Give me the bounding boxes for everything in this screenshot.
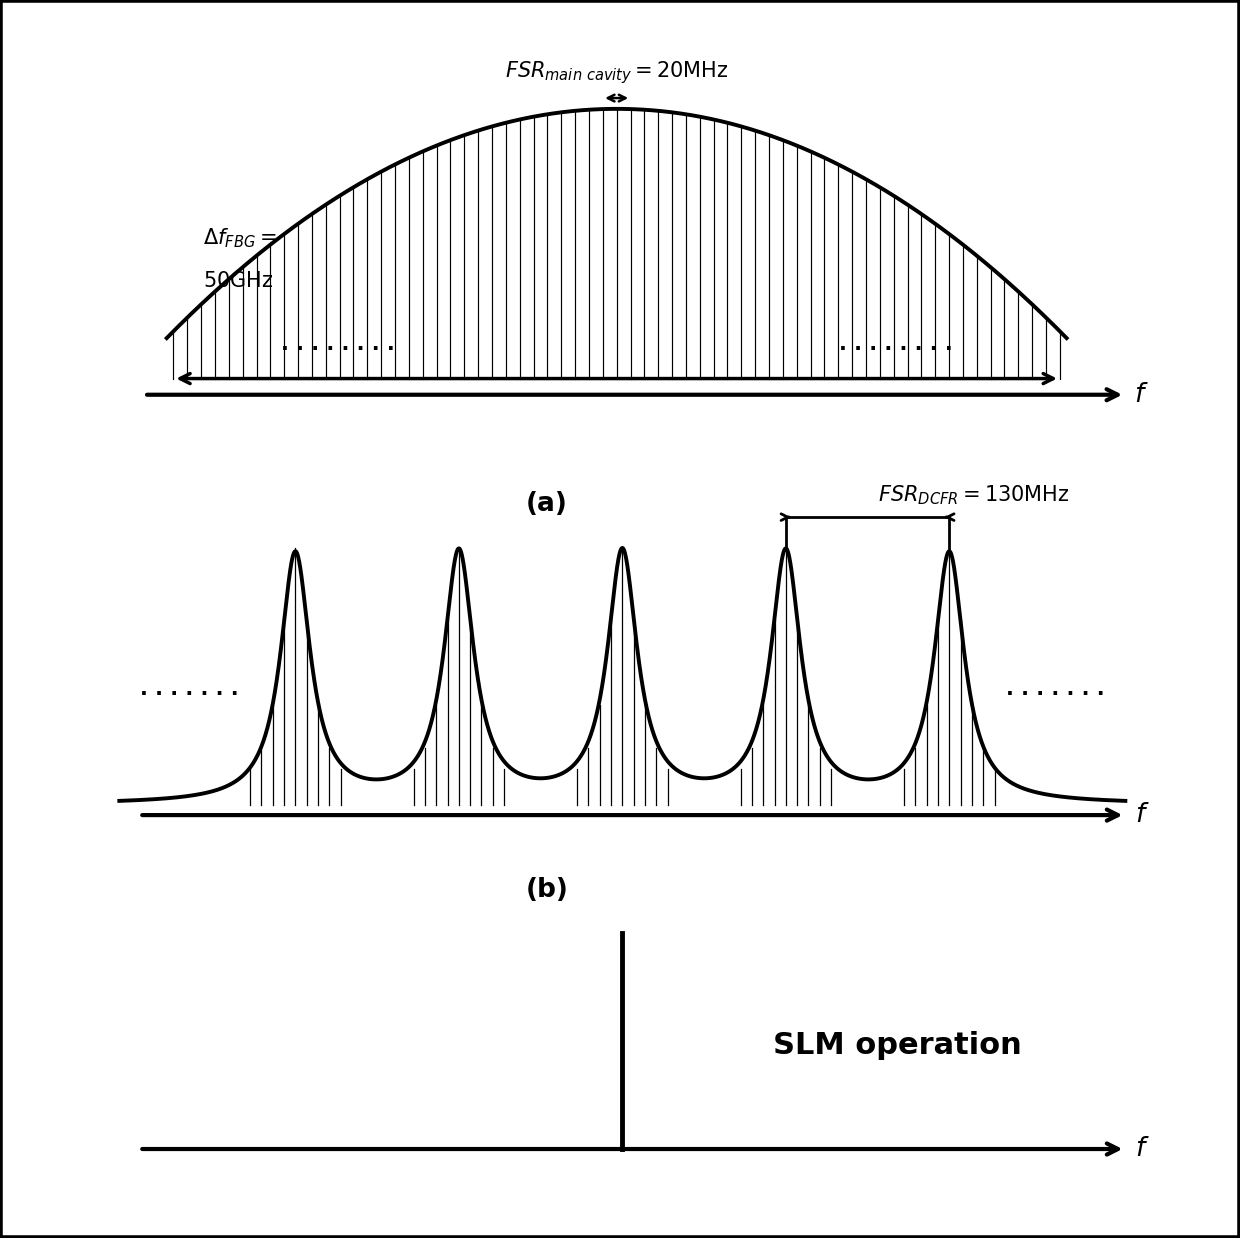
Text: $\mathit{FSR}_{\mathit{main\ cavity}}=20\mathrm{MHz}$: $\mathit{FSR}_{\mathit{main\ cavity}}=20…: [505, 59, 728, 85]
Text: $f$: $f$: [1135, 381, 1148, 407]
Text: . . . . . . . .: . . . . . . . .: [838, 333, 952, 354]
Text: $\mathit{\Delta f}_{FBG}=$: $\mathit{\Delta f}_{FBG}=$: [202, 227, 277, 250]
Text: (a): (a): [526, 491, 568, 517]
Text: (b): (b): [526, 878, 568, 904]
Text: SLM operation: SLM operation: [774, 1031, 1022, 1060]
Text: $f$: $f$: [1136, 802, 1149, 828]
Text: . . . . . . .: . . . . . . .: [140, 680, 239, 699]
Text: $50\mathrm{GHz}$: $50\mathrm{GHz}$: [202, 271, 273, 291]
Text: . . . . . . .: . . . . . . .: [1006, 680, 1105, 699]
Text: . . . . . . . .: . . . . . . . .: [280, 333, 394, 354]
Text: $\mathit{FSR}_{DCFR}=130\mathrm{MHz}$: $\mathit{FSR}_{DCFR}=130\mathrm{MHz}$: [878, 483, 1069, 506]
Text: $f$: $f$: [1136, 1136, 1149, 1162]
